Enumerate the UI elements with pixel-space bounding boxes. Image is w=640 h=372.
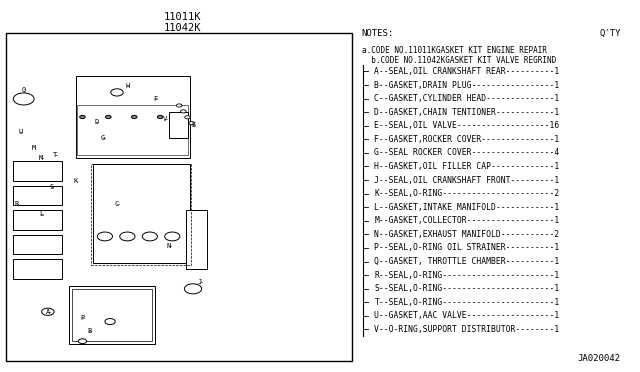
Circle shape: [180, 110, 186, 113]
Text: K: K: [74, 178, 77, 184]
Bar: [13, 235, 61, 254]
Bar: [6, 33, 352, 361]
Text: N: N: [166, 243, 171, 249]
Text: A--SEAL,OIL CRANKSHAFT REAR----------1: A--SEAL,OIL CRANKSHAFT REAR----------1: [374, 67, 559, 76]
Text: U--GASKET,AAC VALVE------------------1: U--GASKET,AAC VALVE------------------1: [374, 311, 559, 320]
Text: M: M: [39, 155, 43, 161]
Circle shape: [142, 232, 157, 241]
Text: NOTES:: NOTES:: [362, 29, 394, 38]
Text: JA020042: JA020042: [578, 355, 621, 363]
Text: Q--GASKET, THROTTLE CHAMBER----------1: Q--GASKET, THROTTLE CHAMBER----------1: [374, 257, 559, 266]
Circle shape: [78, 339, 86, 344]
Text: E--SEAL,OIL VALVE-------------------16: E--SEAL,OIL VALVE-------------------16: [374, 121, 559, 130]
Text: M: M: [32, 145, 36, 151]
Circle shape: [164, 232, 180, 241]
Circle shape: [184, 284, 202, 294]
Text: S--SEAL,O-RING-----------------------1: S--SEAL,O-RING-----------------------1: [374, 284, 559, 293]
Text: N--GASKET,EXHAUST MANIFOLD-----------2: N--GASKET,EXHAUST MANIFOLD-----------2: [374, 230, 559, 239]
Bar: [68, 286, 155, 344]
Bar: [169, 112, 188, 138]
Text: C--GASKET,CYLINDER HEAD--------------1: C--GASKET,CYLINDER HEAD--------------1: [374, 94, 559, 103]
Text: F--GASKET,ROCKER COVER---------------1: F--GASKET,ROCKER COVER---------------1: [374, 135, 559, 144]
Circle shape: [105, 318, 115, 324]
Text: Q'TY: Q'TY: [599, 29, 621, 38]
Text: H--GASKET,OIL FILLER CAP-------------1: H--GASKET,OIL FILLER CAP-------------1: [374, 162, 559, 171]
Bar: [13, 259, 61, 279]
Text: M--GASKET,COLLECTOR------------------1: M--GASKET,COLLECTOR------------------1: [374, 216, 559, 225]
Text: L--GASKET,INTAKE MANIFOLD------------1: L--GASKET,INTAKE MANIFOLD------------1: [374, 203, 559, 212]
Text: G: G: [101, 135, 106, 141]
Text: H: H: [125, 83, 129, 89]
Circle shape: [106, 115, 111, 119]
Circle shape: [13, 93, 34, 105]
Bar: [93, 164, 189, 263]
Text: B: B: [87, 328, 92, 334]
Text: 11011K: 11011K: [164, 12, 201, 22]
Text: P: P: [80, 315, 84, 321]
Text: R: R: [15, 201, 19, 207]
Bar: [72, 289, 152, 341]
Bar: [13, 161, 61, 181]
Text: P--SEAL,O-RING OIL STRAINER----------1: P--SEAL,O-RING OIL STRAINER----------1: [374, 243, 559, 253]
Bar: [76, 76, 189, 158]
Text: V--O-RING,SUPPORT DISTRIBUTOR--------1: V--O-RING,SUPPORT DISTRIBUTOR--------1: [374, 325, 559, 334]
Bar: [91, 164, 191, 265]
Text: C: C: [115, 201, 119, 207]
Text: 11042K: 11042K: [164, 23, 201, 33]
Text: R--SEAL,O-RING-----------------------1: R--SEAL,O-RING-----------------------1: [374, 270, 559, 280]
Text: A: A: [45, 309, 50, 315]
Bar: [13, 158, 61, 279]
Text: D: D: [94, 119, 99, 125]
Bar: [13, 186, 61, 205]
Text: T--SEAL,O-RING-----------------------1: T--SEAL,O-RING-----------------------1: [374, 298, 559, 307]
Circle shape: [131, 115, 137, 119]
Text: V: V: [163, 116, 168, 122]
Text: K--SEAL,O-RING-----------------------2: K--SEAL,O-RING-----------------------2: [374, 189, 559, 198]
Text: G--SEAL ROCKER COVER-----------------4: G--SEAL ROCKER COVER-----------------4: [374, 148, 559, 157]
Text: b.CODE NO.11042KGASKET KIT VALVE REGRIND: b.CODE NO.11042KGASKET KIT VALVE REGRIND: [362, 56, 556, 65]
Text: J--SEAL,OIL CRANKSHAFT FRONT---------1: J--SEAL,OIL CRANKSHAFT FRONT---------1: [374, 176, 559, 185]
Text: E: E: [191, 122, 195, 128]
Text: B--GASKET,DRAIN PLUG-----------------1: B--GASKET,DRAIN PLUG-----------------1: [374, 80, 559, 90]
Circle shape: [157, 115, 163, 119]
Text: D--GASKET,CHAIN TENTIONER------------1: D--GASKET,CHAIN TENTIONER------------1: [374, 108, 559, 117]
Text: T: T: [52, 152, 57, 158]
Circle shape: [79, 115, 85, 119]
Bar: [13, 210, 61, 230]
Circle shape: [189, 122, 195, 125]
Bar: [186, 210, 207, 269]
Circle shape: [177, 104, 182, 107]
Text: S: S: [49, 185, 54, 190]
Circle shape: [42, 308, 54, 315]
Circle shape: [185, 116, 190, 119]
Text: L: L: [39, 211, 43, 217]
Circle shape: [97, 232, 113, 241]
Text: F: F: [153, 96, 157, 102]
Circle shape: [120, 232, 135, 241]
Text: Q: Q: [22, 86, 26, 92]
Text: J: J: [198, 279, 202, 285]
Bar: [77, 106, 188, 155]
Text: a.CODE NO.11011KGASKET KIT ENGINE REPAIR: a.CODE NO.11011KGASKET KIT ENGINE REPAIR: [362, 46, 547, 55]
Circle shape: [111, 89, 124, 96]
Text: U: U: [18, 129, 22, 135]
